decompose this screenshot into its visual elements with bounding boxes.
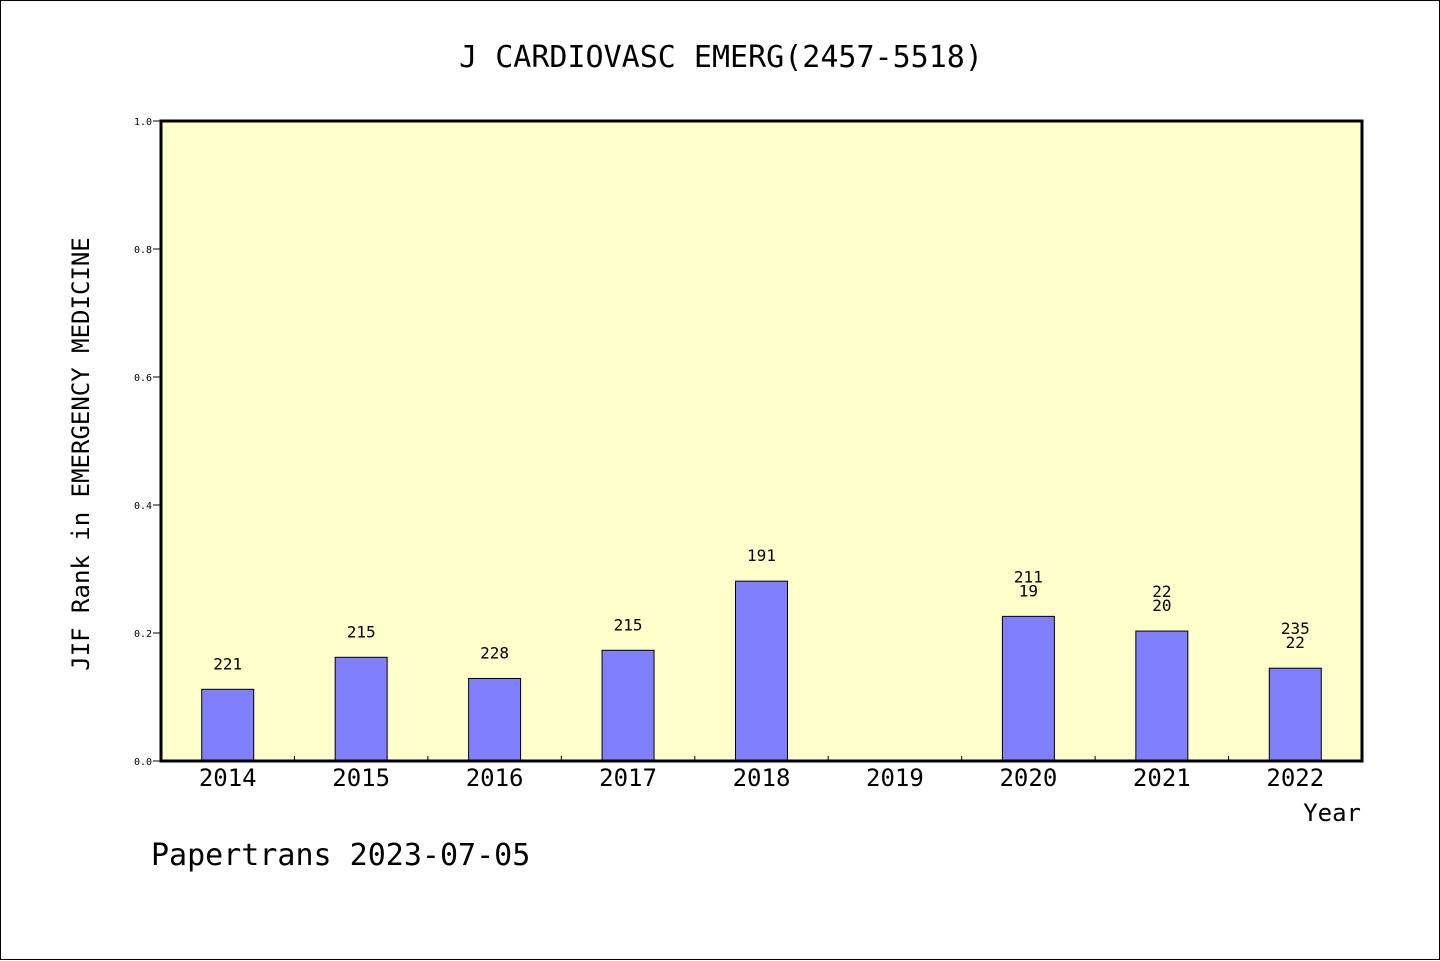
y-tick-label: 0.0 [134, 757, 152, 768]
chart-title: J CARDIOVASC EMERG(2457-5518) [459, 40, 983, 75]
x-tick-label: 2017 [599, 764, 657, 792]
x-axis-title: Year [1303, 799, 1361, 827]
bar [201, 688, 255, 762]
bar-data-label: 19 [1019, 581, 1038, 600]
bar-data-label: 235 [1281, 619, 1310, 638]
bar [1001, 615, 1055, 762]
x-axis: 2014 2015 2016 2017 2018 2019 2020 2021 2022 [199, 756, 1324, 792]
x-tick-label: 2016 [466, 764, 524, 792]
bar-data-label: 215 [614, 615, 643, 634]
bar-data-label: 228 [480, 643, 509, 662]
y-tick-label: 1.0 [134, 117, 152, 128]
x-tick-label: 2018 [733, 764, 791, 792]
bar [1135, 630, 1189, 762]
x-tick-label: 2015 [332, 764, 390, 792]
bar-data-label: 215 [347, 622, 376, 641]
x-tick-label: 2019 [866, 764, 924, 792]
footer-credit: Papertrans 2023-07-05 [151, 838, 530, 873]
bar [334, 656, 388, 762]
bar-data-label: 191 [747, 546, 776, 565]
y-tick-label: 0.6 [134, 373, 152, 384]
bar [601, 649, 655, 762]
bar-data-label: 211 [1014, 567, 1043, 586]
bar-data-label: 221 [213, 654, 242, 673]
bar [468, 677, 522, 762]
y-axis-title: JIF Rank in EMERGENCY MEDICINE [67, 237, 95, 670]
y-tick-label: 0.4 [134, 501, 152, 512]
y-tick-label: 0.2 [134, 629, 152, 640]
x-tick-label: 2014 [199, 764, 257, 792]
bar-data-label: 22 [1286, 633, 1305, 652]
x-tick-label: 2021 [1133, 764, 1191, 792]
x-tick-label: 2022 [1266, 764, 1324, 792]
bar [1268, 667, 1322, 762]
bar-data-label: 20 [1152, 596, 1171, 615]
y-tick-label: 0.8 [134, 245, 152, 256]
y-axis: 0.0 0.2 0.4 0.6 0.8 1.0 [134, 117, 161, 768]
bar-data-label: 22 [1152, 582, 1171, 601]
plot-frame [159, 119, 1364, 763]
bar [735, 580, 788, 762]
x-tick-label: 2020 [999, 764, 1057, 792]
